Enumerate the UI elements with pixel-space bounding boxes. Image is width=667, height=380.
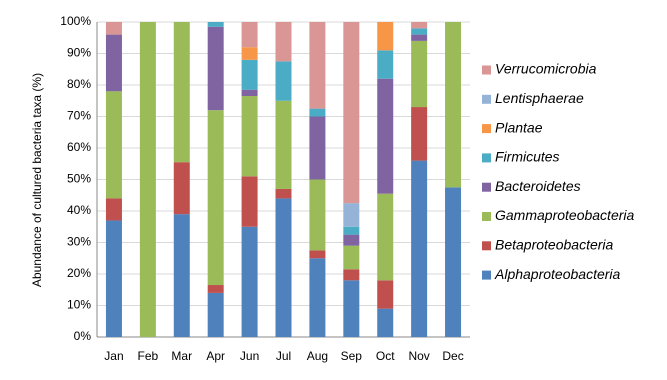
bar-segment — [377, 193, 394, 281]
x-tick-label: Nov — [408, 349, 429, 363]
bar-segment — [411, 160, 428, 337]
bar-segment — [377, 22, 394, 51]
bar-segment — [275, 61, 292, 101]
bar-segment — [445, 22, 462, 188]
bar-segment — [275, 188, 292, 199]
bar-segment — [241, 96, 258, 177]
bar-segment — [343, 203, 360, 227]
bar-segment — [173, 162, 190, 215]
x-tick-label: Oct — [376, 349, 395, 363]
bar-segment — [309, 108, 326, 117]
bar-segment — [207, 285, 224, 293]
legend-label: Bacteroidetes — [495, 178, 581, 194]
bar-segment — [343, 234, 360, 246]
legend-swatch — [482, 182, 491, 192]
y-axis-label: Abundance of cultured bacteria taxa (%) — [30, 73, 44, 287]
y-tick-label: 30% — [67, 235, 91, 249]
bar-segment — [275, 100, 292, 189]
x-tick-label: Aug — [307, 349, 328, 363]
bar-segment — [309, 179, 326, 251]
bar-segment — [309, 116, 326, 180]
bar-segment — [105, 198, 122, 221]
y-tick-label: 0% — [74, 329, 92, 343]
bar-segment — [241, 89, 258, 97]
bar-segment — [105, 22, 122, 35]
x-tick-label: Apr — [206, 349, 225, 363]
y-tick-label: 90% — [67, 46, 91, 60]
bar-segment — [411, 107, 428, 161]
y-tick-label: 60% — [67, 140, 91, 154]
bar-segment — [105, 91, 122, 199]
legend-label: Betaproteobacteria — [495, 237, 614, 253]
legend-swatch — [482, 65, 491, 75]
x-tick-label: Sep — [341, 349, 363, 363]
bar-segment — [241, 226, 258, 337]
legend-label: Lentisphaerae — [495, 90, 584, 106]
bar-segment — [309, 258, 326, 337]
bar-segment — [207, 22, 224, 27]
bar-segment — [105, 220, 122, 337]
x-tick-label: Dec — [442, 349, 463, 363]
bar-segment — [343, 280, 360, 337]
bar-segment — [241, 47, 258, 60]
x-tick-label: Feb — [138, 349, 159, 363]
bar-segment — [377, 78, 394, 194]
bar-segment — [411, 34, 428, 41]
bar-segment — [309, 22, 326, 109]
legend-swatch — [482, 270, 491, 280]
legend-label: Plantae — [495, 119, 543, 135]
bar-segment — [411, 22, 428, 29]
legend-label: Alphaproteobacteria — [494, 266, 621, 282]
legend-swatch — [482, 94, 491, 104]
y-tick-label: 20% — [67, 266, 91, 280]
bar-segment — [207, 292, 224, 337]
bar-segment — [343, 269, 360, 281]
bar-segment — [241, 22, 258, 48]
legend-swatch — [482, 212, 491, 221]
bar-segment — [377, 308, 394, 337]
legend-swatch — [482, 241, 491, 251]
bar-segment — [445, 187, 462, 337]
y-tick-label: 100% — [60, 14, 91, 28]
bar-segment — [207, 26, 224, 111]
y-tick-label: 80% — [67, 77, 91, 91]
bar-segment — [105, 34, 122, 92]
bar-segment — [139, 22, 156, 337]
x-tick-label: Jun — [240, 349, 259, 363]
bar-segment — [207, 110, 224, 286]
bar-segment — [241, 59, 258, 90]
x-tick-label: Jan — [104, 349, 123, 363]
legend-label: Firmicutes — [495, 149, 560, 165]
bar-segment — [377, 50, 394, 79]
bar-segment — [411, 28, 428, 35]
legend-label: Verrucomicrobia — [495, 61, 597, 77]
y-tick-label: 50% — [67, 172, 91, 186]
legend-label: Gammaproteobacteria — [495, 207, 635, 223]
bar-segment — [309, 250, 326, 259]
y-tick-label: 70% — [67, 109, 91, 123]
bar-segment — [173, 214, 190, 337]
legend-swatch — [482, 124, 491, 134]
bar-segment — [411, 40, 428, 108]
y-tick-label: 40% — [67, 203, 91, 217]
bar-segment — [275, 22, 292, 62]
bar-segment — [343, 22, 360, 204]
bar-segment — [343, 245, 360, 270]
y-tick-label: 10% — [67, 298, 91, 312]
bar-segment — [173, 22, 190, 163]
bar-segment — [343, 226, 360, 235]
bar-segment — [241, 176, 258, 227]
x-tick-label: Mar — [171, 349, 192, 363]
bar-segment — [275, 198, 292, 337]
bar-segment — [377, 280, 394, 309]
x-tick-label: Jul — [276, 349, 291, 363]
legend-swatch — [482, 153, 491, 163]
